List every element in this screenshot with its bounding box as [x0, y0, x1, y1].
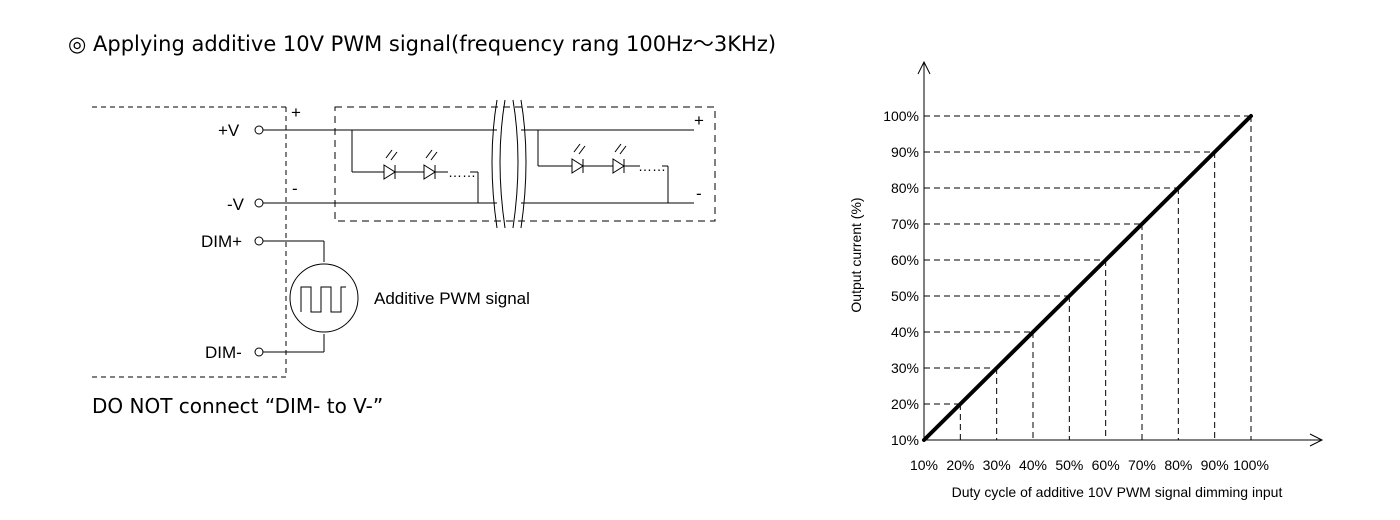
wiring-diagram: [92, 99, 716, 378]
x-tick-label: 60%: [1092, 457, 1120, 473]
y-tick-label: 20%: [891, 396, 919, 412]
led-icon: [612, 143, 627, 174]
y-tick-label: 70%: [891, 216, 919, 232]
x-tick-label: 40%: [1019, 457, 1047, 473]
heading-text: Applying additive 10V PWM signal(frequen…: [93, 32, 777, 56]
break-curve-right-a: [512, 99, 519, 229]
y-tick-label: 80%: [891, 180, 919, 196]
polarity-plus-label: +: [291, 103, 301, 122]
y-axis-title: Output current (%): [848, 197, 864, 312]
x-tick-label: 30%: [983, 457, 1011, 473]
section-heading: ◎ Applying additive 10V PWM signal(frequ…: [68, 28, 776, 58]
pwm-source: [289, 263, 359, 333]
bullet-symbol: ◎: [68, 32, 87, 56]
y-tick-label: 40%: [891, 324, 919, 340]
led-ellipsis-right: ……: [638, 158, 666, 174]
y-tick-label: 10%: [891, 432, 919, 448]
x-tick-label: 90%: [1201, 457, 1229, 473]
break-curve-left-a: [491, 99, 498, 229]
terminal-label-dim-neg: DIM-: [205, 343, 242, 362]
break-curve-right-b: [520, 99, 527, 229]
x-axis-arrow: [1309, 433, 1324, 447]
dimming-curve-chart: 10%20%30%40%50%60%70%80%90%100%10% 20% 30%…: [848, 60, 1324, 500]
led-icon: [383, 149, 398, 180]
x-tick-label: 10%: [910, 457, 938, 473]
terminal-pos-v: [254, 125, 264, 135]
y-tick-label: 60%: [891, 252, 919, 268]
pwm-waveform-icon: [300, 286, 346, 313]
polarity-plus-right-label: +: [694, 111, 704, 130]
polarity-minus-right-label: -: [696, 184, 702, 203]
break-curve-left-b: [499, 99, 506, 229]
x-tick-label: 20%: [946, 457, 974, 473]
terminal-label-pos-v: +V: [218, 121, 240, 140]
y-tick-label: 100%: [883, 108, 919, 124]
x-tick-label: 100%: [1233, 457, 1269, 473]
led-module-box: [334, 106, 716, 222]
terminal-label-neg-v: -V: [227, 195, 245, 214]
y-axis-arrow: [917, 60, 931, 75]
series-line: [922, 114, 1253, 442]
terminal-label-dim-pos: DIM+: [201, 232, 242, 251]
y-tick-label: 30%: [891, 360, 919, 376]
pwm-signal-label: Additive PWM signal: [374, 289, 530, 308]
y-tick-label: 50%: [891, 288, 919, 304]
led-ellipsis-left: ……: [448, 164, 476, 180]
polarity-minus-label: -: [292, 179, 298, 198]
x-tick-label: 50%: [1055, 457, 1083, 473]
led-icon: [423, 149, 438, 180]
x-tick-label: 80%: [1164, 457, 1192, 473]
wiring-warning: DO NOT connect “DIM- to V-”: [92, 394, 384, 418]
terminal-dim-neg: [254, 347, 264, 357]
led-icon: [571, 143, 586, 174]
terminal-neg-v: [254, 198, 264, 208]
y-tick-label: 90%: [891, 144, 919, 160]
x-axis-title: Duty cycle of additive 10V PWM signal di…: [952, 484, 1283, 500]
terminal-dim-pos: [254, 236, 264, 246]
x-tick-label: 70%: [1128, 457, 1156, 473]
